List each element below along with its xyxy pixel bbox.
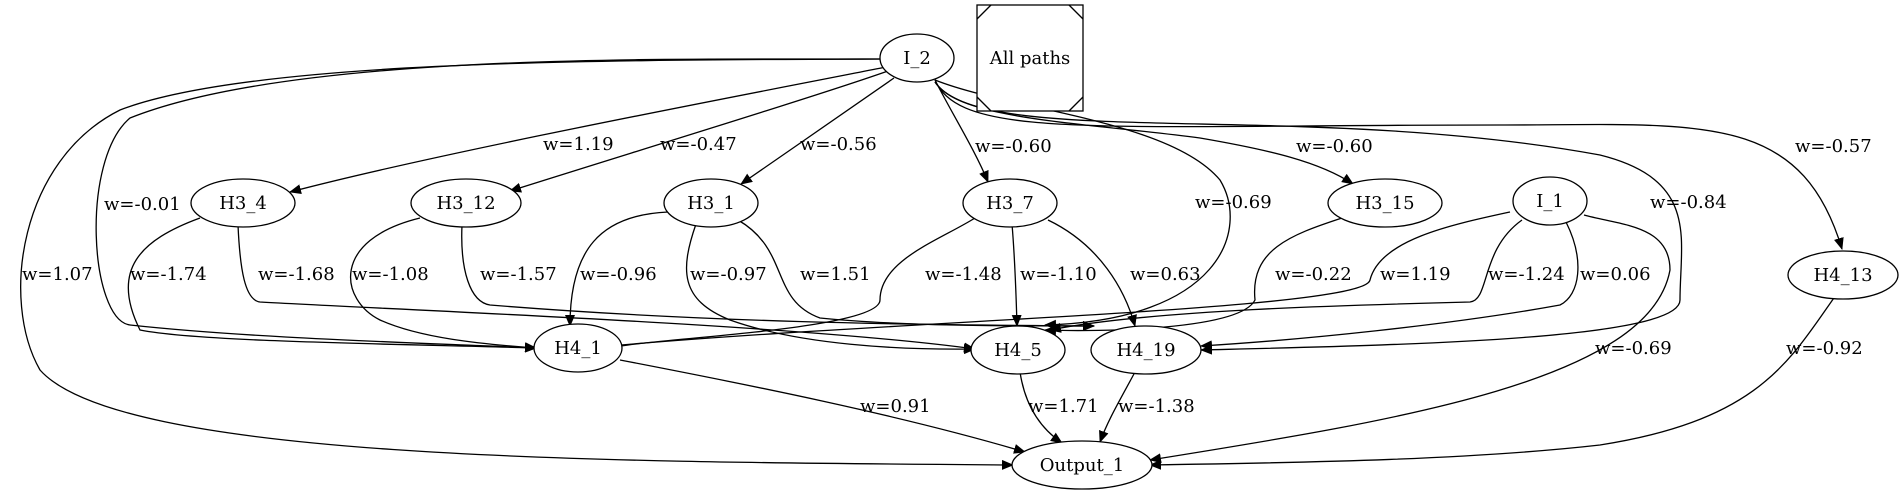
edge-labels: w=1.19 w=-0.47 w=-0.56 w=-0.60 w=-0.60 w… <box>22 134 1872 417</box>
edge-label-i2-h419: w=-0.84 <box>1650 192 1727 213</box>
edge-h419-output1 <box>1099 371 1136 443</box>
edge-label-i1-h419: w=0.06 <box>1580 264 1651 285</box>
edge-label-h34-h45: w=-1.68 <box>258 264 335 285</box>
edge-label-h37-h45: w=-1.10 <box>1020 264 1097 285</box>
node-h3-4: H3_4 <box>190 178 296 228</box>
edge-label-h419-output1: w=-1.38 <box>1118 396 1195 417</box>
edge-label-i2-h413: w=-0.57 <box>1795 136 1872 157</box>
edge-i1-h41 <box>609 211 1511 350</box>
node-h4-13-label: H4_13 <box>1813 265 1872 286</box>
edge-label-i2-h45: w=-0.69 <box>1195 192 1272 213</box>
edge-label-h34-h41: w=-1.74 <box>130 264 207 285</box>
edge-h37-h41 <box>609 217 976 351</box>
node-i1: I_1 <box>1512 176 1588 226</box>
edge-h31-h45 <box>685 223 976 355</box>
nodes: I_2 I_1 H3_4 H3_12 H3_1 H3_7 H3_15 H4_1 <box>190 33 1899 490</box>
edge-label-i1-output1: w=-0.69 <box>1595 338 1672 359</box>
edge-label-i2-h41: w=-0.01 <box>104 194 181 215</box>
edge-label-h312-h419: w=-1.57 <box>480 264 557 285</box>
edge-i2-h31 <box>740 77 895 185</box>
edge-label-h31-h419: w=1.51 <box>800 264 871 285</box>
edge-h312-h41 <box>350 217 537 353</box>
node-output-1: Output_1 <box>1011 440 1153 490</box>
legend-box: All paths <box>976 4 1084 112</box>
edge-i2-h413 <box>934 79 1844 250</box>
edge-i2-h419 <box>934 81 1683 355</box>
edge-i2-h312 <box>509 70 889 193</box>
edge-label-h315-h45: w=-0.22 <box>1275 264 1352 285</box>
edge-label-h31-h41: w=-0.96 <box>580 264 657 285</box>
node-h3-7-label: H3_7 <box>986 193 1034 214</box>
edge-label-i1-h45: w=-1.24 <box>1488 264 1565 285</box>
legend-corner-bl <box>976 96 992 112</box>
edge-label-i2-output1: w=1.07 <box>22 264 93 285</box>
node-h4-19: H4_19 <box>1090 325 1202 375</box>
edge-h31-h41 <box>565 211 669 327</box>
edge-label-h37-h41: w=-1.48 <box>925 264 1002 285</box>
node-h3-15-label: H3_15 <box>1355 193 1414 214</box>
edge-label-h312-h41: w=-1.08 <box>352 264 429 285</box>
edge-label-h45-output1: w=1.71 <box>1028 396 1099 417</box>
legend-corner-tl <box>976 4 992 20</box>
edge-h37-h45 <box>1011 223 1022 327</box>
edge-h41-output1 <box>619 359 1026 454</box>
node-h4-5-label: H4_5 <box>994 340 1042 361</box>
edge-i2-h41 <box>95 58 885 353</box>
edge-label-i2-h37: w=-0.60 <box>975 136 1052 157</box>
legend-frame <box>976 4 1084 112</box>
node-h3-12: H3_12 <box>410 178 522 228</box>
edge-label-h31-h45: w=-0.97 <box>690 264 767 285</box>
edges <box>20 58 1844 470</box>
edge-label-i2-h315: w=-0.60 <box>1296 136 1373 157</box>
node-output-1-label: Output_1 <box>1040 455 1124 476</box>
edge-h413-output1 <box>1149 294 1837 470</box>
node-h3-12-label: H3_12 <box>436 193 495 214</box>
edge-h45-output1 <box>1019 371 1063 444</box>
edge-i2-output1 <box>20 58 1014 470</box>
legend-corner-br <box>1068 96 1084 112</box>
legend-corner-tr <box>1068 4 1084 20</box>
node-h4-5: H4_5 <box>970 325 1066 375</box>
edge-i2-h34 <box>289 66 887 195</box>
node-h3-1-label: H3_1 <box>687 193 735 214</box>
node-h3-15: H3_15 <box>1327 178 1443 228</box>
edge-i1-output1 <box>1149 214 1671 464</box>
edge-h37-h419 <box>1047 219 1137 327</box>
edge-h34-h41 <box>127 217 537 353</box>
node-h3-1: H3_1 <box>663 178 759 228</box>
node-h4-1: H4_1 <box>533 323 623 373</box>
edge-label-h413-output1: w=-0.92 <box>1786 338 1863 359</box>
edge-label-h37-h419: w=0.63 <box>1130 264 1201 285</box>
edge-label-i2-h312: w=-0.47 <box>660 134 737 155</box>
node-i2-label: I_2 <box>903 48 931 69</box>
edge-h34-h45 <box>237 224 976 353</box>
node-h4-13: H4_13 <box>1787 250 1899 300</box>
edge-i1-h45 <box>1049 219 1523 333</box>
node-h4-1-label: H4_1 <box>554 338 602 359</box>
edge-label-h41-output1: w=0.91 <box>860 396 931 417</box>
node-i1-label: I_1 <box>1536 191 1564 212</box>
edge-label-i2-h34: w=1.19 <box>543 134 614 155</box>
edge-i1-h419 <box>1200 221 1579 351</box>
legend-label: All paths <box>989 48 1071 69</box>
node-h3-4-label: H3_4 <box>219 193 267 214</box>
node-i2: I_2 <box>879 33 955 83</box>
edge-label-i1-h41: w=1.19 <box>1380 264 1451 285</box>
node-h4-19-label: H4_19 <box>1116 340 1175 361</box>
edge-label-i2-h31: w=-0.56 <box>800 134 877 155</box>
node-h3-7: H3_7 <box>962 178 1058 228</box>
